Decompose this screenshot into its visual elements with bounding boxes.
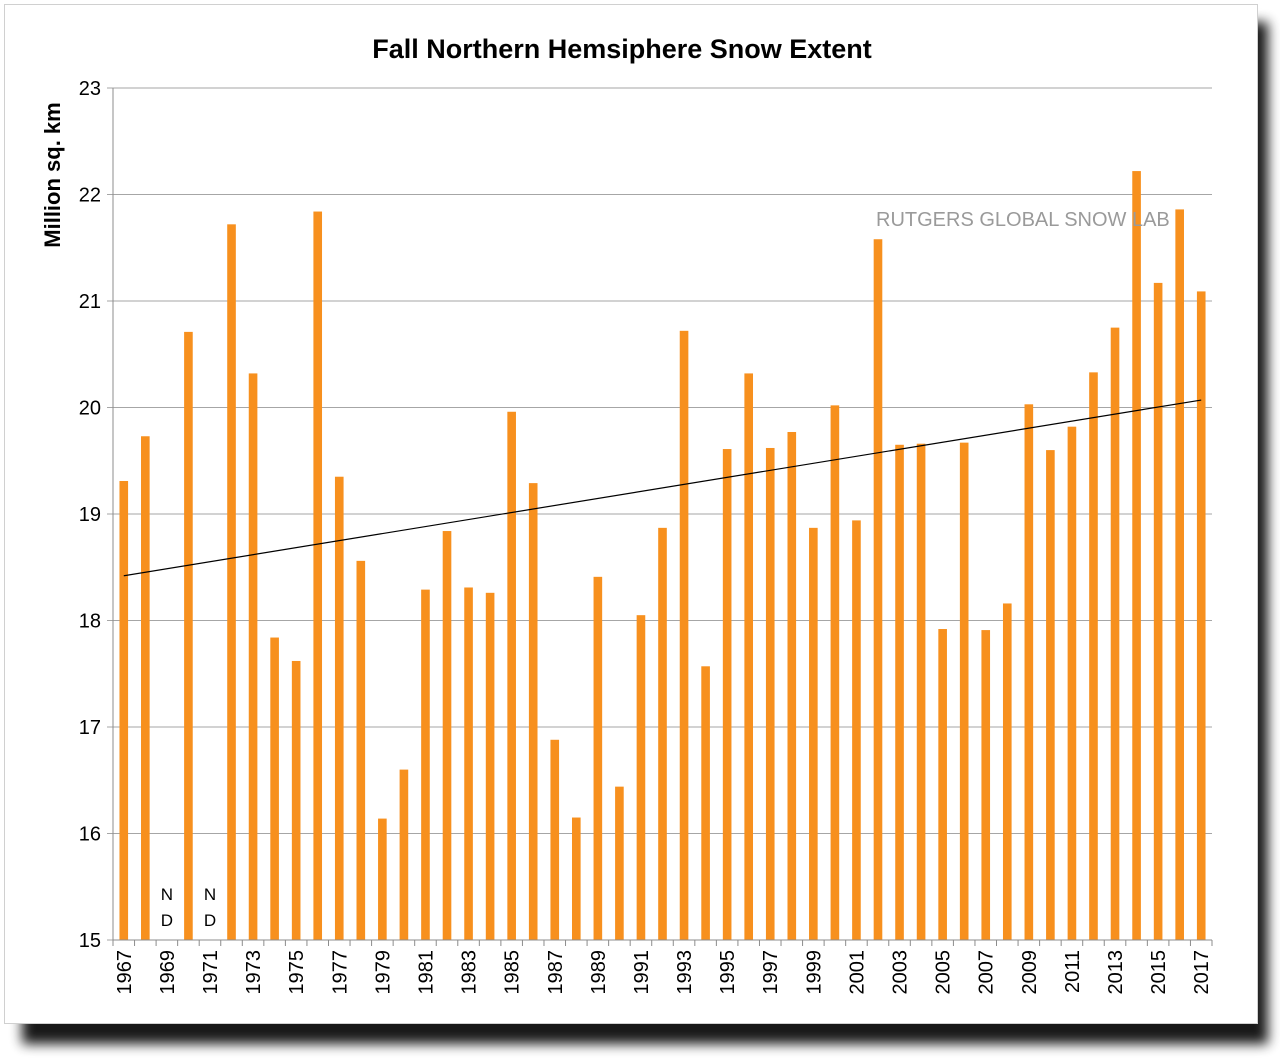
bar-1987 bbox=[550, 739, 560, 940]
bar-1990 bbox=[615, 786, 624, 940]
bars bbox=[119, 171, 1206, 941]
x-tick-label: 1985 bbox=[502, 950, 524, 995]
bar-1976 bbox=[313, 211, 323, 941]
x-tick-label: 2007 bbox=[976, 950, 998, 995]
x-tick-label: 1999 bbox=[803, 950, 825, 995]
bar-1999 bbox=[809, 527, 818, 940]
x-tick-label: 1975 bbox=[286, 950, 308, 995]
y-tick-label: 23 bbox=[79, 78, 101, 100]
bar-1986 bbox=[528, 483, 538, 940]
x-tick-label: 1991 bbox=[631, 950, 653, 995]
x-tick-label: 2005 bbox=[933, 950, 955, 995]
bar-1975 bbox=[291, 660, 301, 940]
y-tick-label: 21 bbox=[79, 291, 101, 313]
x-tick-label: 2013 bbox=[1105, 950, 1127, 995]
x-tick-label: 1989 bbox=[588, 950, 610, 995]
y-tick-labels: 15 16 17 18 19 20 21 22 23 bbox=[79, 78, 101, 952]
x-tick-label: 1973 bbox=[243, 950, 265, 995]
bar-2017 bbox=[1196, 291, 1206, 940]
x-tick-label: 1993 bbox=[674, 950, 696, 995]
y-tick-label: 19 bbox=[79, 504, 101, 526]
bar-1994 bbox=[701, 666, 710, 940]
no-data-label: N bbox=[204, 885, 216, 904]
x-tick-label: 1977 bbox=[329, 950, 351, 995]
y-axis-label: Million sq. km bbox=[40, 102, 65, 247]
axes bbox=[112, 88, 1213, 946]
x-tick-label: 1987 bbox=[545, 950, 567, 995]
x-tick-label: 2011 bbox=[1062, 950, 1084, 993]
bar-1996 bbox=[744, 373, 754, 940]
x-tick-label: 1969 bbox=[157, 950, 179, 995]
x-tick-label: 2001 bbox=[846, 950, 868, 995]
bar-1997 bbox=[765, 447, 775, 940]
bar-1968 bbox=[141, 436, 150, 940]
bar-2016 bbox=[1175, 209, 1184, 940]
chart-title: Fall Northern Hemsiphere Snow Extent bbox=[372, 34, 872, 64]
bar-2004 bbox=[916, 443, 926, 940]
bar-2014 bbox=[1132, 171, 1141, 940]
bar-1983 bbox=[464, 587, 473, 940]
no-data-label: D bbox=[161, 911, 173, 930]
bar-1995 bbox=[722, 449, 732, 940]
bar-1998 bbox=[787, 431, 797, 940]
y-tick-label: 20 bbox=[79, 398, 101, 420]
x-tick-label: 1995 bbox=[717, 950, 739, 995]
bar-1974 bbox=[270, 637, 279, 940]
bar-1992 bbox=[658, 527, 667, 940]
x-tick-label: 2009 bbox=[1019, 950, 1041, 995]
bar-2012 bbox=[1089, 372, 1098, 941]
trend-line bbox=[123, 399, 1202, 577]
x-tick-label: 1967 bbox=[114, 950, 136, 995]
bar-2006 bbox=[959, 442, 969, 940]
x-tick-labels: 1967 1969 1971 1973 1975 1977 1979 1981 1983 1985… bbox=[114, 950, 1213, 995]
watermark: RUTGERS GLOBAL SNOW LAB bbox=[876, 209, 1170, 231]
bar-1979 bbox=[378, 818, 387, 940]
y-tick-label: 15 bbox=[79, 930, 101, 952]
bar-1993 bbox=[679, 330, 689, 940]
bar-2007 bbox=[981, 630, 991, 940]
no-data-label: D bbox=[204, 911, 216, 930]
bar-1981 bbox=[421, 589, 430, 940]
x-tick-label: 2015 bbox=[1148, 950, 1170, 995]
bar-1977 bbox=[334, 476, 344, 940]
bar-2003 bbox=[895, 444, 904, 940]
bar-1970 bbox=[184, 331, 193, 940]
x-tick-label: 1981 bbox=[415, 950, 437, 995]
bar-2002 bbox=[873, 239, 883, 941]
x-tick-label: 1997 bbox=[760, 950, 782, 995]
no-data-label: N bbox=[161, 885, 173, 904]
y-tick-label: 18 bbox=[79, 611, 101, 633]
bar-2008 bbox=[1002, 603, 1012, 940]
bar-1989 bbox=[593, 576, 603, 940]
x-tick-label: 1979 bbox=[372, 950, 394, 995]
bar-1967 bbox=[119, 480, 129, 940]
bar-1984 bbox=[485, 592, 495, 940]
bar-1991 bbox=[636, 615, 646, 940]
bar-1973 bbox=[248, 373, 258, 940]
y-tick-label: 16 bbox=[79, 824, 101, 846]
bar-1982 bbox=[442, 531, 452, 940]
y-tick-label: 22 bbox=[79, 185, 101, 207]
bar-1980 bbox=[399, 769, 409, 940]
bar-2013 bbox=[1110, 327, 1120, 940]
bar-2009 bbox=[1024, 404, 1034, 940]
x-tick-label: 1971 bbox=[200, 950, 222, 995]
bar-1988 bbox=[571, 817, 581, 940]
x-tick-label: 1983 bbox=[459, 950, 481, 995]
bar-2015 bbox=[1153, 282, 1163, 940]
x-tick-label: 2017 bbox=[1191, 950, 1213, 995]
bar-2005 bbox=[938, 629, 947, 940]
bar-2010 bbox=[1046, 450, 1055, 940]
bar-1985 bbox=[507, 411, 516, 940]
y-tick-label: 17 bbox=[79, 717, 101, 739]
x-tick-label: 2003 bbox=[890, 950, 912, 995]
bar-2000 bbox=[830, 405, 840, 940]
bar-2011 bbox=[1067, 426, 1077, 940]
bar-2001 bbox=[852, 520, 861, 940]
bar-1978 bbox=[356, 560, 366, 940]
bar-1972 bbox=[227, 224, 236, 940]
